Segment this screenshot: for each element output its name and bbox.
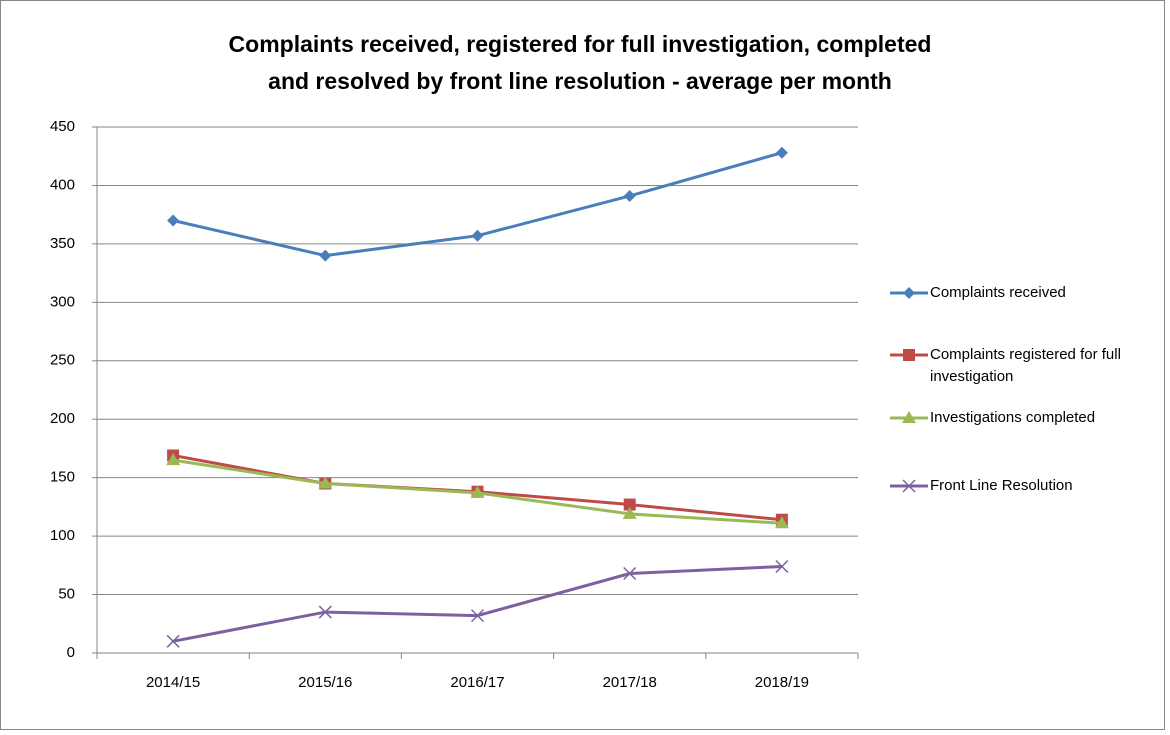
marker [902, 479, 916, 493]
marker [623, 189, 636, 202]
legend-label: Complaints registered for full investiga… [930, 346, 1121, 385]
marker [902, 411, 916, 423]
y-tick-label: 200 [50, 410, 75, 427]
y-tick-label: 250 [50, 352, 75, 369]
marker [623, 566, 637, 581]
marker [470, 485, 485, 498]
marker [166, 634, 180, 648]
y-tick-label: 300 [50, 293, 75, 310]
y-tick-label: 0 [67, 644, 75, 661]
marker [319, 249, 332, 262]
x-tick-label: 2017/18 [603, 674, 657, 691]
marker [774, 516, 789, 529]
x-tick-label: 2014/15 [146, 674, 200, 691]
chart-title: and resolved by front line resolution - … [268, 68, 892, 94]
marker [167, 214, 180, 227]
x-tick-label: 2016/17 [450, 674, 504, 691]
marker [318, 476, 333, 489]
marker [903, 349, 915, 361]
x-tick-label: 2018/19 [755, 674, 809, 691]
marker [471, 229, 484, 242]
y-tick-label: 450 [50, 118, 75, 135]
marker [318, 605, 332, 619]
y-tick-label: 50 [58, 586, 75, 603]
y-tick-label: 150 [50, 469, 75, 486]
x-tick-label: 2015/16 [298, 674, 352, 691]
marker [622, 506, 637, 519]
y-tick-label: 400 [50, 176, 75, 193]
marker [623, 498, 636, 511]
legend-label: Investigations completed [930, 409, 1096, 426]
chart-title: Complaints received, registered for full… [229, 31, 932, 57]
marker [775, 559, 789, 574]
legend-label: Front Line Resolution [930, 477, 1073, 494]
marker [166, 453, 181, 466]
marker [470, 609, 485, 623]
marker [903, 287, 915, 299]
y-tick-label: 350 [50, 235, 75, 252]
y-tick-label: 100 [50, 527, 75, 544]
legend-label: Complaints received [930, 284, 1066, 301]
marker [775, 146, 788, 159]
